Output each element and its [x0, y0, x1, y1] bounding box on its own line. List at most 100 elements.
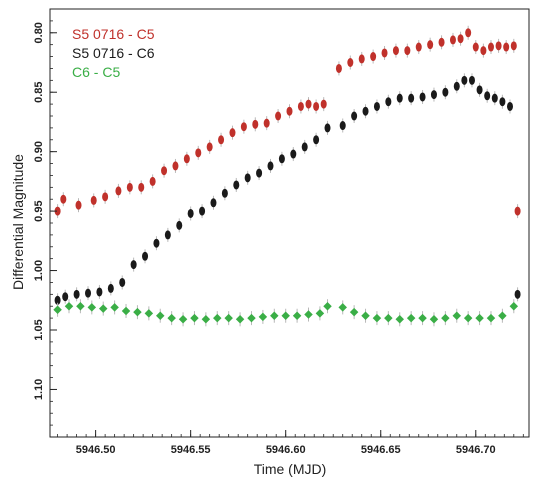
data-point — [347, 58, 354, 67]
data-point — [278, 154, 285, 164]
data-point — [514, 206, 521, 216]
data-point — [138, 182, 145, 192]
y-tick-label: 0.80 — [33, 22, 45, 43]
minor-ticks — [50, 20, 524, 437]
data-point — [119, 277, 126, 287]
data-point — [218, 135, 225, 145]
data-point — [395, 315, 404, 324]
data-point — [472, 42, 479, 52]
data-point — [73, 289, 80, 299]
data-point — [229, 128, 236, 138]
data-point — [281, 311, 290, 320]
data-point — [235, 315, 245, 324]
data-point — [53, 305, 62, 315]
data-point — [90, 195, 97, 205]
data-point — [441, 313, 450, 323]
data-point — [418, 313, 427, 323]
data-point — [75, 200, 82, 210]
data-point — [142, 251, 149, 261]
data-point — [349, 307, 359, 317]
data-point — [195, 148, 202, 158]
data-point — [201, 315, 211, 324]
data-point — [339, 121, 346, 131]
data-point — [491, 93, 498, 103]
data-point — [144, 309, 154, 318]
data-point — [415, 42, 422, 52]
data-point — [372, 313, 382, 323]
data-point — [178, 315, 188, 324]
data-point — [438, 37, 445, 47]
data-point — [406, 313, 416, 323]
data-point — [130, 260, 137, 270]
data-point — [430, 90, 437, 100]
data-point — [323, 301, 332, 311]
data-point — [161, 166, 168, 176]
data-point — [183, 154, 190, 164]
data-point — [404, 46, 411, 56]
data-point — [313, 135, 320, 145]
x-tick-label: 5946.65 — [361, 444, 401, 456]
data-point — [267, 161, 274, 171]
data-point — [247, 313, 256, 323]
data-point — [503, 42, 510, 52]
data-point — [476, 85, 483, 95]
data-point — [427, 40, 434, 50]
data-point — [54, 295, 61, 305]
data-point — [480, 46, 487, 56]
x-tick-label: 5946.60 — [266, 444, 306, 456]
data-point — [338, 303, 347, 312]
data-point — [358, 54, 365, 64]
data-point — [85, 288, 92, 298]
x-axis: 5946.50 5946.55 5946.60 5946.65 5946.70 — [76, 430, 496, 456]
data-point — [297, 101, 304, 111]
y-tick-label: 0.95 — [33, 200, 45, 221]
data-point — [335, 63, 342, 73]
data-point — [514, 289, 521, 299]
y-axis-title: Differential Magnitude — [10, 154, 26, 290]
y-tick-label: 1.00 — [33, 260, 45, 281]
data-point — [224, 313, 233, 323]
data-point — [210, 198, 217, 208]
data-point — [164, 230, 171, 240]
data-point — [98, 304, 108, 313]
data-point — [313, 101, 320, 111]
data-point — [351, 111, 358, 121]
data-point — [233, 180, 240, 190]
data-point — [64, 301, 74, 311]
data-point — [172, 161, 179, 171]
data-point — [206, 142, 213, 152]
data-point — [187, 208, 194, 218]
data-point — [126, 182, 133, 192]
data-point — [468, 75, 475, 85]
data-point — [176, 220, 183, 230]
data-point — [381, 48, 388, 58]
data-point — [499, 97, 506, 107]
data-point — [107, 283, 114, 293]
data-point — [465, 28, 472, 38]
data-point — [370, 52, 377, 62]
data-point — [54, 206, 61, 216]
data-point — [252, 119, 259, 129]
plot-frame — [49, 8, 530, 438]
series-s5-0716-c5 — [54, 25, 521, 219]
data-point — [96, 287, 103, 297]
y-axis: 0.80 0.85 0.90 0.95 1.00 1.05 1.10 — [33, 22, 57, 400]
data-point — [199, 206, 206, 216]
x-tick-label: 5946.55 — [171, 444, 211, 456]
series-marks — [53, 25, 521, 327]
data-point — [385, 97, 392, 107]
data-point — [324, 123, 331, 133]
data-point — [509, 301, 519, 311]
y-tick-label: 0.85 — [33, 82, 45, 103]
data-point — [244, 173, 251, 183]
data-point — [87, 303, 97, 312]
data-point — [484, 91, 491, 101]
data-point — [153, 238, 160, 248]
data-point — [62, 292, 69, 302]
y-tick-label: 1.05 — [33, 319, 45, 340]
data-point — [408, 93, 415, 103]
data-point — [133, 307, 142, 317]
data-point — [487, 42, 494, 52]
data-point — [396, 93, 403, 103]
